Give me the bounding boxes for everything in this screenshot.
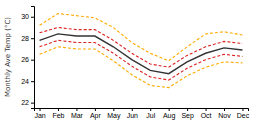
x-tick: Mar <box>71 108 84 119</box>
series-line <box>40 47 243 88</box>
x-tick-label: Jun <box>127 112 138 119</box>
x-tick: May <box>107 108 121 120</box>
y-tick-mark <box>31 103 34 104</box>
x-axis: Jan Feb Mar Apr May Jun Jul Aug Sep Oct Nov Dec <box>34 108 249 120</box>
y-axis-line <box>31 7 35 109</box>
x-tick: Dec <box>237 108 250 119</box>
y-tick-label: 22 <box>21 99 29 106</box>
y-tick: 28 <box>21 35 34 42</box>
y-tick: 24 <box>21 78 34 85</box>
x-tick: Aug <box>163 108 176 120</box>
x-tick-label: Mar <box>71 112 84 119</box>
y-tick-mark <box>31 38 34 39</box>
y-tick-label: 30 <box>21 13 29 20</box>
x-tick-mark <box>95 108 96 111</box>
lines <box>40 14 243 88</box>
y-tick-mark <box>31 17 34 18</box>
series-line <box>40 27 243 67</box>
x-tick: Jul <box>146 108 155 119</box>
x-tick-label: Sep <box>181 112 194 120</box>
y-tick-label: 24 <box>21 78 29 85</box>
x-tick-mark <box>113 108 114 111</box>
x-tick-mark <box>187 108 188 111</box>
y-tick-mark <box>31 81 34 82</box>
y-tick: 30 <box>21 13 34 20</box>
series-line <box>40 14 243 61</box>
y-tick: 22 <box>21 99 34 106</box>
y-axis-title: Monthly Ave Temp (°C) <box>4 17 12 97</box>
x-tick: Jan <box>34 108 45 119</box>
x-tick-label: May <box>107 112 121 120</box>
x-tick: Apr <box>90 108 102 120</box>
x-tick-mark <box>132 108 133 111</box>
x-tick-mark <box>206 108 207 111</box>
x-tick: Feb <box>52 108 64 119</box>
series-line <box>40 40 243 80</box>
y-tick: 26 <box>21 56 34 63</box>
y-tick-label: 26 <box>21 56 29 63</box>
x-tick-mark <box>224 108 225 111</box>
x-tick-mark <box>76 108 77 111</box>
x-tick-label: Nov <box>218 112 231 119</box>
x-tick-label: Dec <box>237 112 250 119</box>
x-tick-mark <box>169 108 170 111</box>
x-tick-label: Oct <box>201 112 212 119</box>
y-tick-mark <box>31 60 34 61</box>
chart: 22 24 26 28 30 Jan Feb Mar Apr May Jun Jul Aug Sep Oct… <box>0 0 254 124</box>
y-axis: 22 24 26 28 30 <box>21 7 34 109</box>
series-line <box>40 34 243 74</box>
y-tick-label: 28 <box>21 35 29 42</box>
x-tick-label: Apr <box>90 112 102 120</box>
x-tick: Jun <box>127 108 138 119</box>
x-tick-mark <box>58 108 59 111</box>
x-tick-mark <box>150 108 151 111</box>
x-tick: Sep <box>181 108 194 120</box>
plot: 22 24 26 28 30 Jan Feb Mar Apr May Jun Jul Aug Sep Oct… <box>21 7 249 120</box>
x-tick-mark <box>40 108 41 111</box>
x-tick-label: Aug <box>163 112 176 120</box>
x-tick: Oct <box>201 108 212 119</box>
x-tick: Nov <box>218 108 231 119</box>
x-axis-line <box>35 109 249 112</box>
x-tick-label: Jan <box>34 112 45 119</box>
x-tick-label: Jul <box>146 112 155 119</box>
x-tick-label: Feb <box>52 112 64 119</box>
x-tick-mark <box>242 108 243 111</box>
